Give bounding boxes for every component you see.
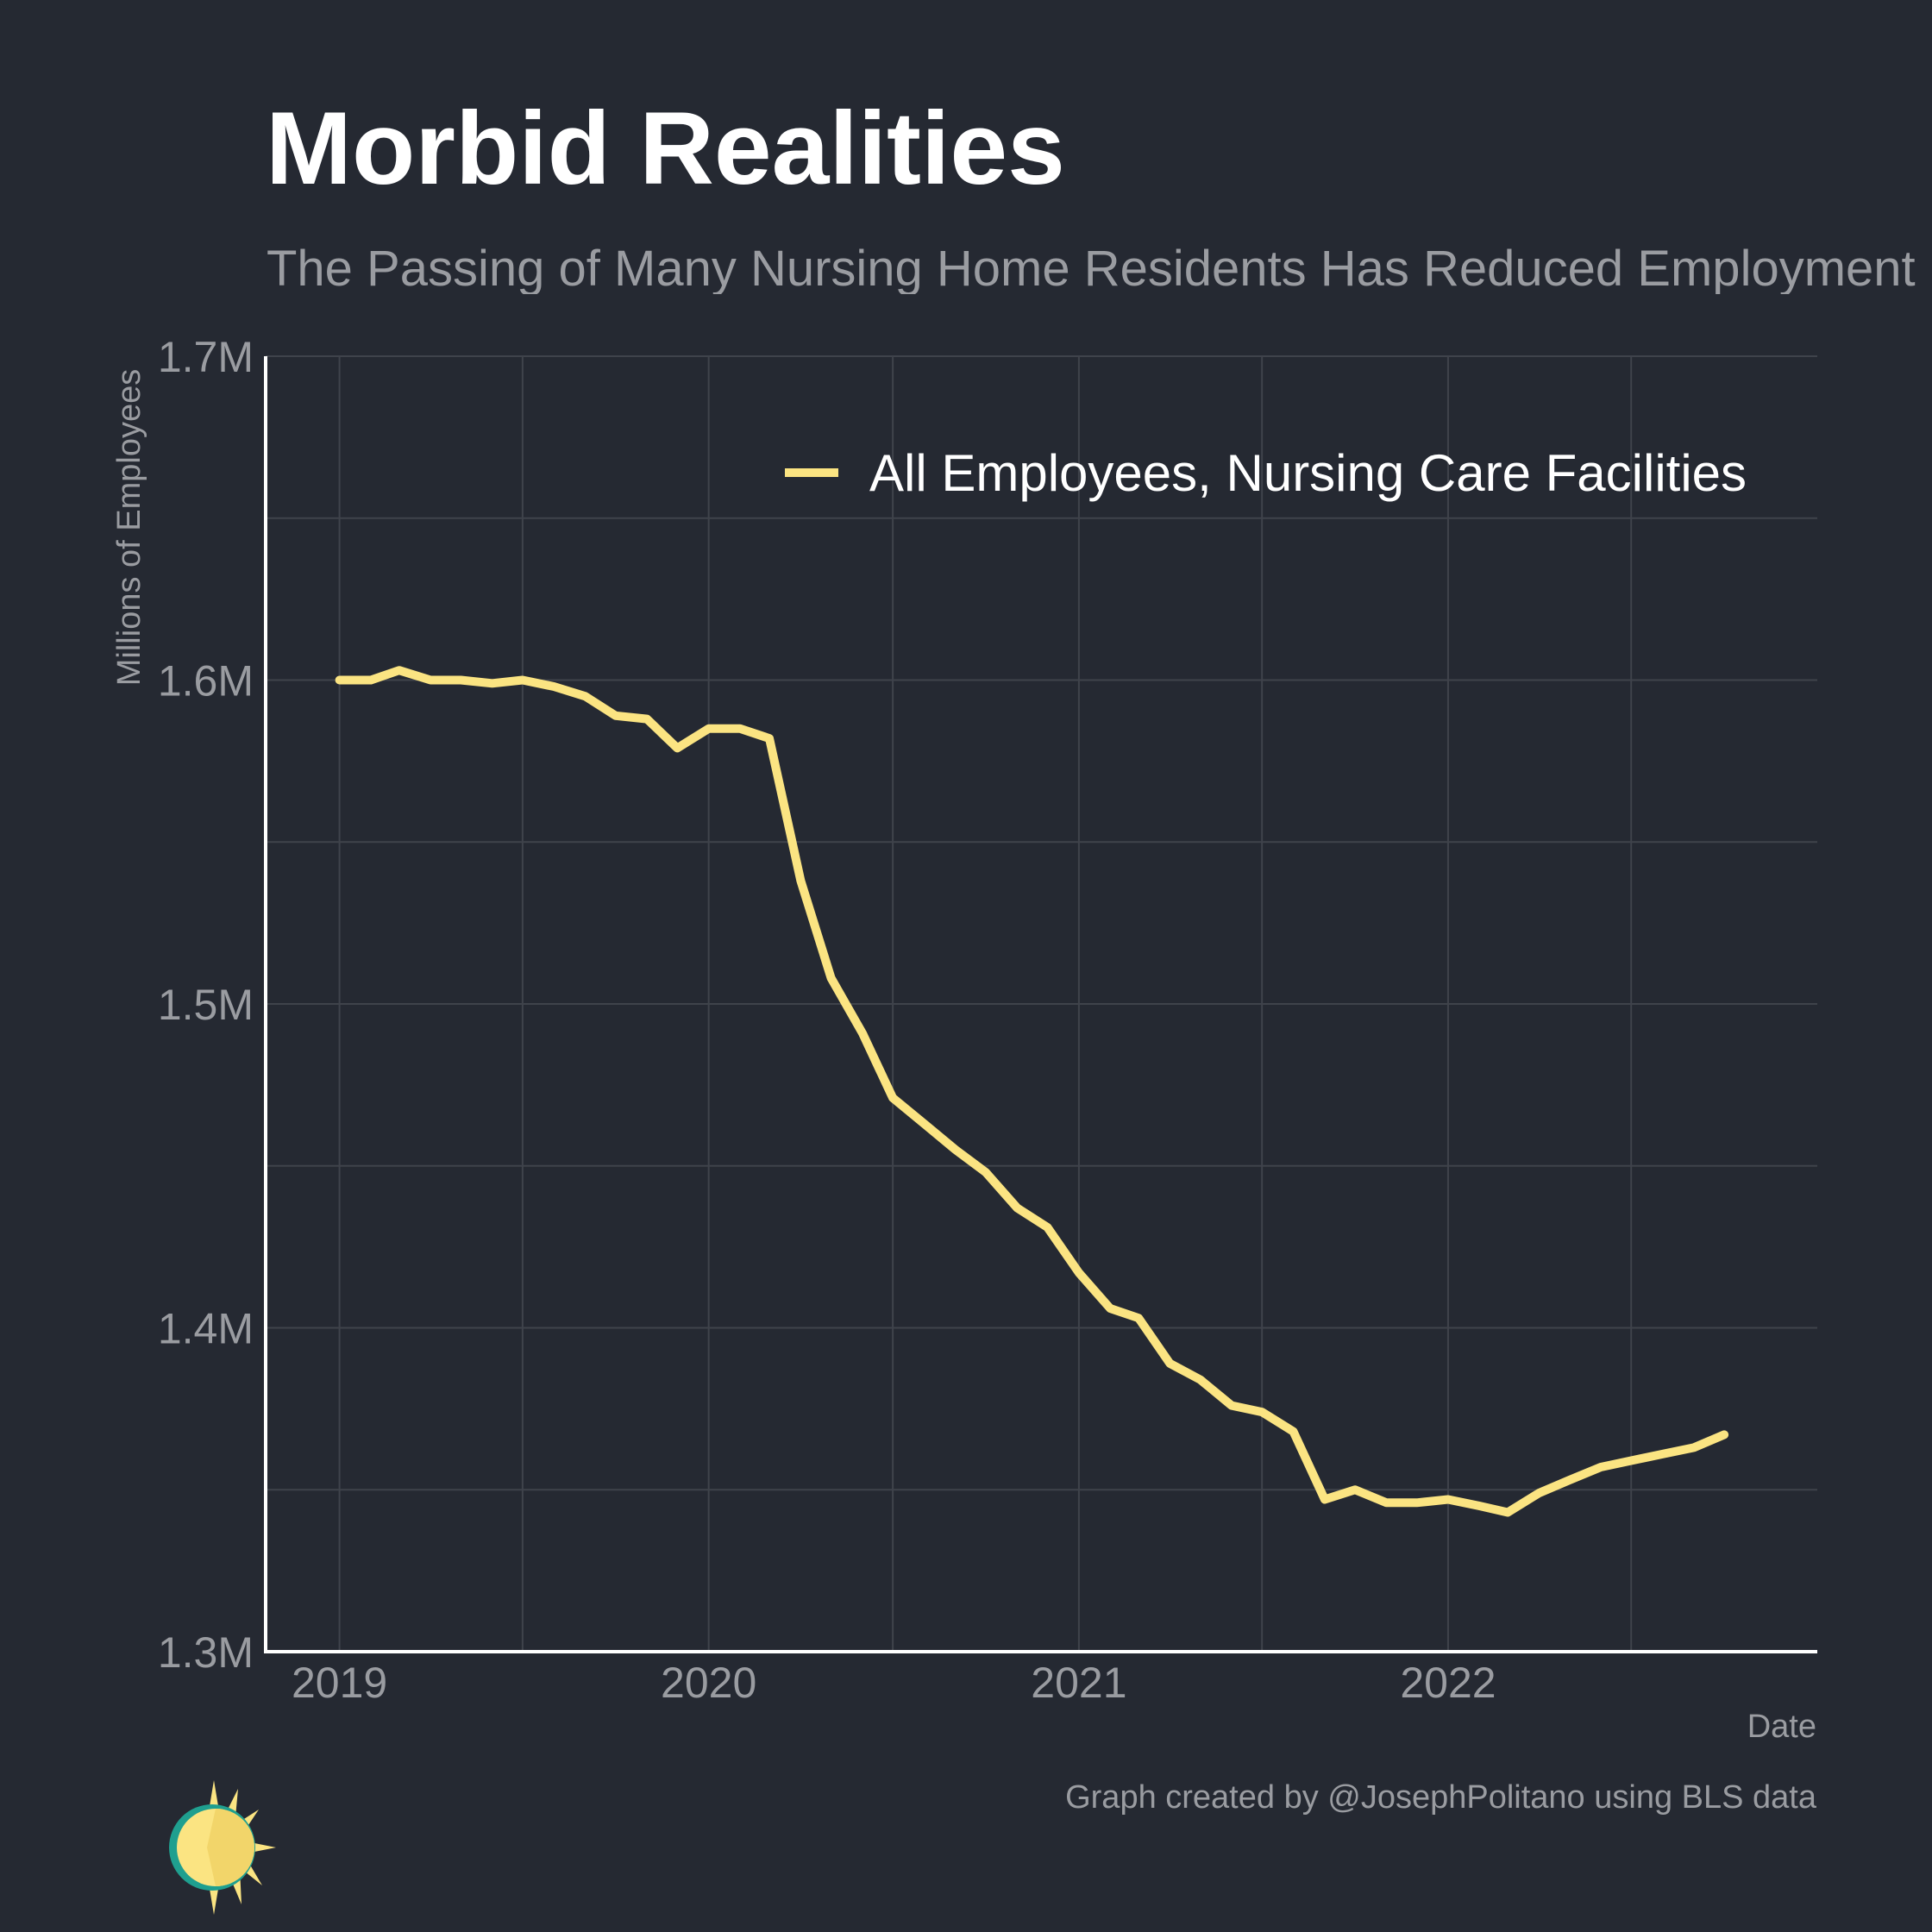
x-axis-title: Date [1747,1709,1816,1745]
x-tick-label: 2020 [661,1659,756,1707]
x-tick-labels: 2019 2020 2021 2022 [292,1659,1496,1707]
y-tick-label: 1.7M [158,333,254,381]
credit-text: Graph created by @JosephPolitano using B… [1065,1779,1816,1816]
chart-subtitle: The Passing of Many Nursing Home Residen… [267,244,1932,294]
legend: All Employees, Nursing Care Facilities [785,444,1747,502]
legend-label: All Employees, Nursing Care Facilities [869,444,1747,502]
y-axis-title: Millions of Employees [111,369,147,686]
axes [264,356,1817,1653]
x-tick-label: 2022 [1400,1659,1496,1707]
y-tick-label: 1.5M [158,981,254,1029]
x-tick-label: 2019 [292,1659,387,1707]
sun-logo-icon [169,1780,276,1915]
y-tick-label: 1.6M [158,657,254,706]
y-tick-label: 1.4M [158,1305,254,1353]
x-tick-label: 2021 [1031,1659,1126,1707]
chart-title: Morbid Realities [266,91,1065,206]
grid-lines [266,355,1817,1652]
y-tick-label: 1.3M [158,1628,254,1677]
y-tick-labels: 1.3M 1.4M 1.5M 1.6M 1.7M [158,333,254,1677]
series-line-nursing-care [335,666,1729,1517]
